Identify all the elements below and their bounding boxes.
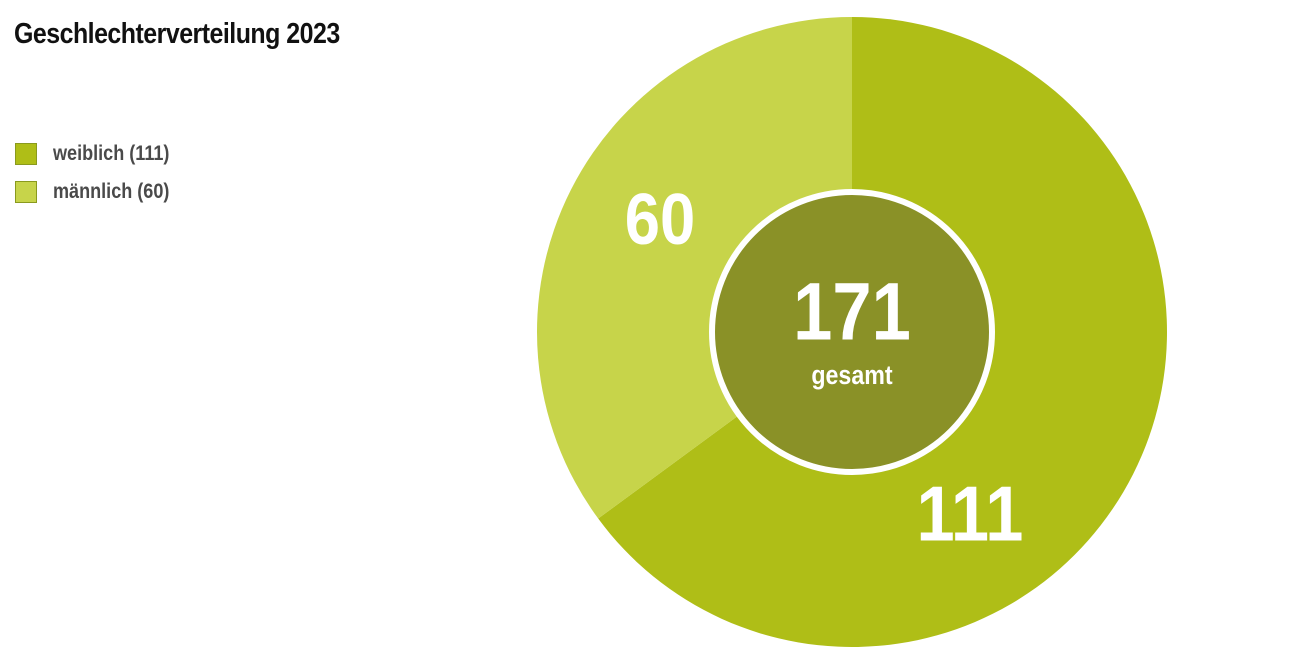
total-label: gesamt (811, 361, 893, 391)
chart-title: Geschlechterverteilung 2023 (14, 18, 340, 50)
legend-label-maennlich: männlich (60) (53, 180, 170, 203)
legend-swatch-maennlich (15, 181, 37, 203)
center-total-circle (709, 189, 995, 475)
data-label-maennlich: 60 (625, 180, 695, 260)
legend-label-weiblich: weiblich (111) (53, 142, 170, 165)
legend: weiblich (111) männlich (60) (15, 135, 188, 211)
pie-slice-maennlich (537, 17, 852, 519)
legend-item-weiblich: weiblich (111) (15, 135, 188, 173)
legend-item-maennlich: männlich (60) (15, 173, 188, 211)
data-label-weiblich: 111 (917, 469, 1024, 557)
total-value: 171 (793, 267, 911, 358)
legend-swatch-weiblich (15, 143, 37, 165)
